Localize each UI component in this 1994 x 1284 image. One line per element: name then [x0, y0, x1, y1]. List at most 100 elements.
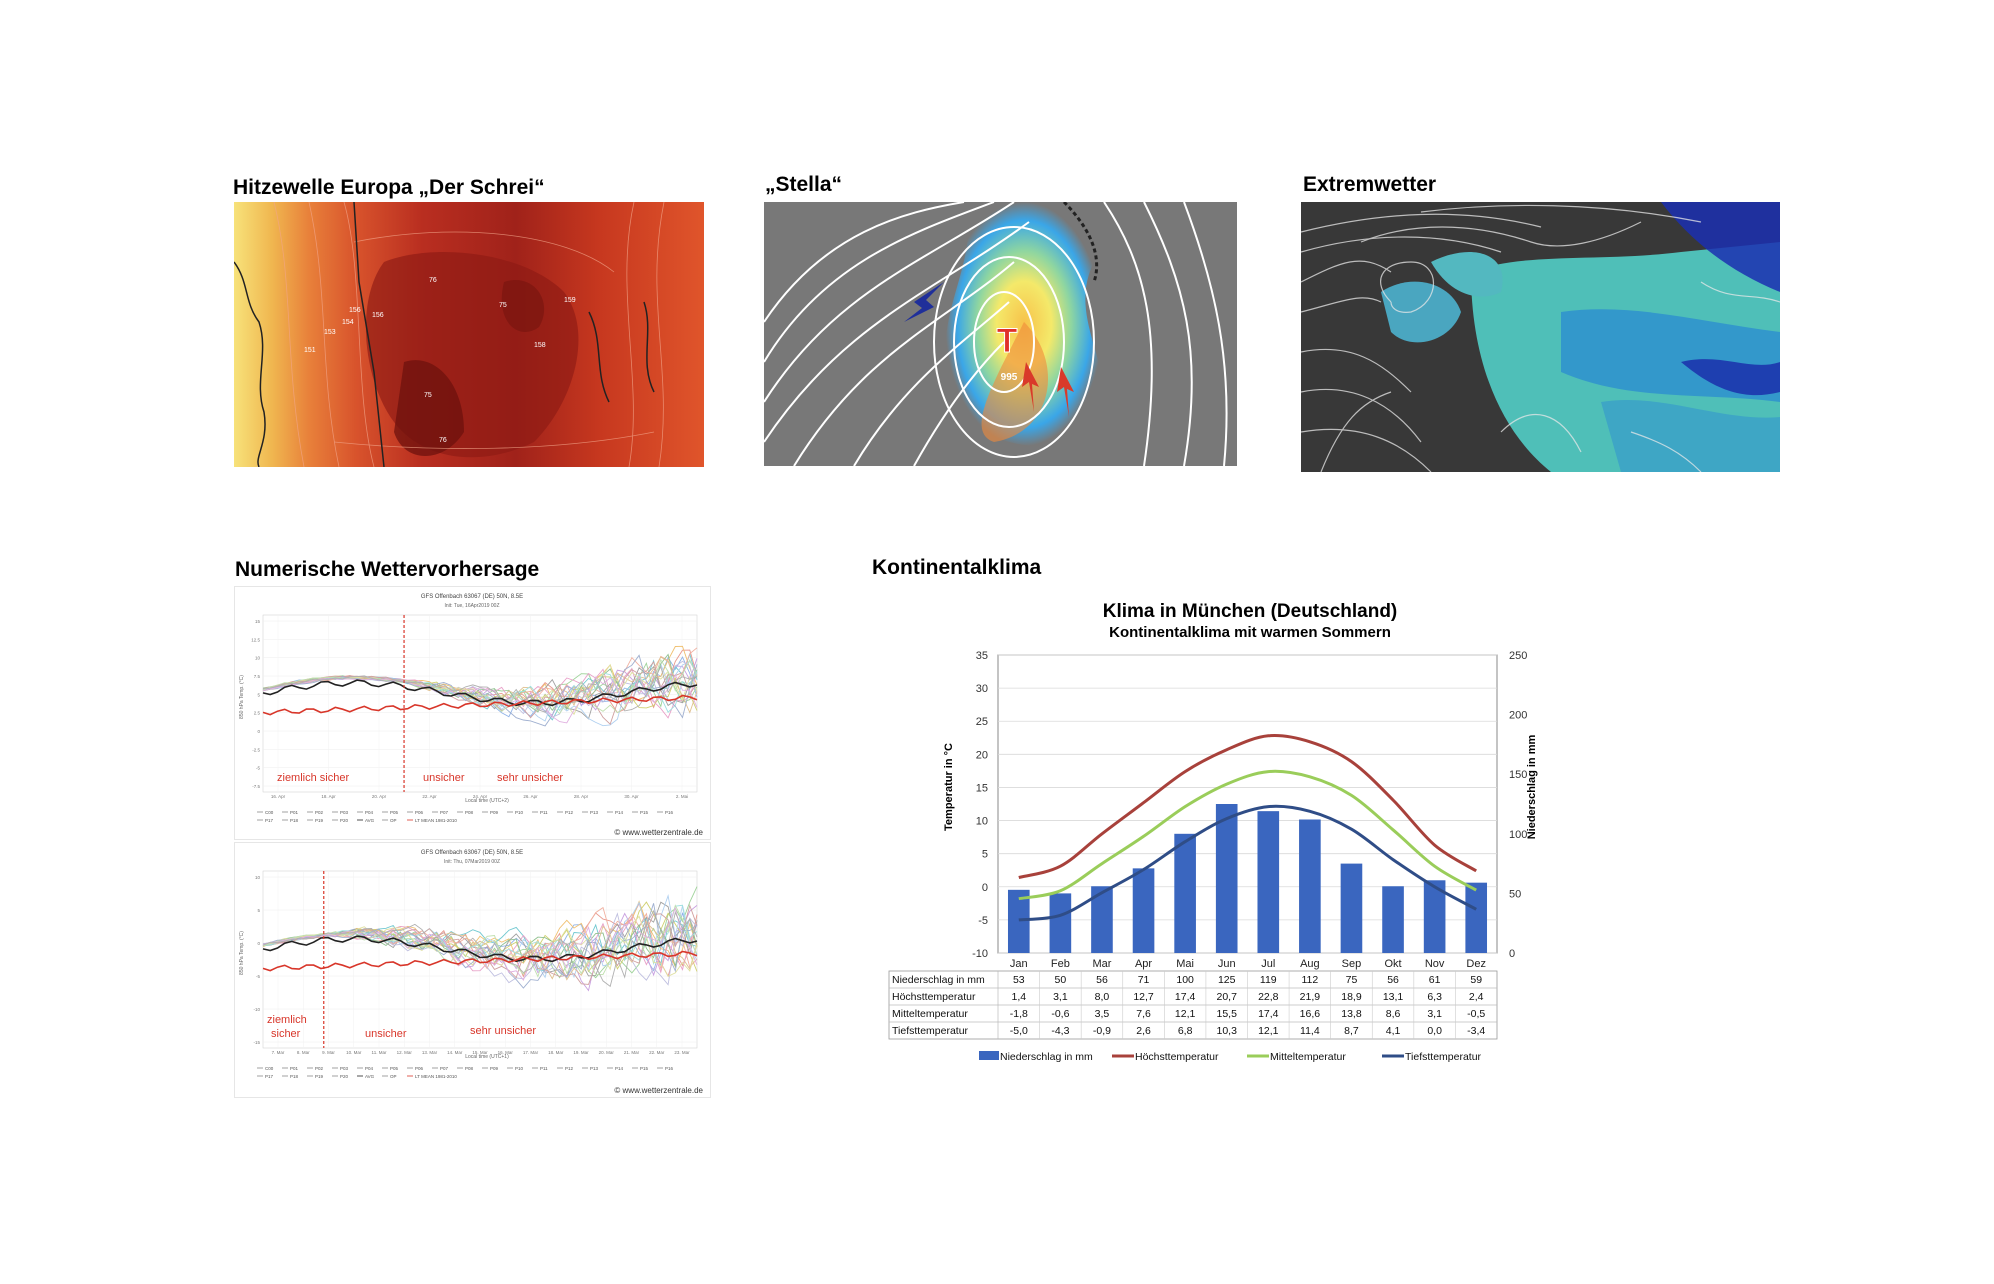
ensemble-legend-item: P06	[415, 810, 424, 815]
ensemble-legend-item: P03	[340, 1066, 349, 1071]
source-credit: © www.wetterzentrale.de	[614, 828, 703, 837]
ensemble-legend-item: P10	[515, 1066, 524, 1071]
table-cell: -0,9	[1093, 1025, 1111, 1037]
ensemble-legend-item: P09	[490, 810, 499, 815]
ensemble-ytick: 5	[257, 692, 260, 697]
legend-label: Mitteltemperatur	[1270, 1051, 1346, 1063]
table-cell: 15,5	[1216, 1008, 1237, 1020]
ensemble-legend-item: AVG	[365, 1074, 375, 1079]
phase-label: ziemlich sicher	[277, 772, 349, 784]
precip-bar	[1215, 804, 1238, 953]
table-cell: 2,6	[1136, 1025, 1151, 1037]
y2-tick-label: 150	[1509, 769, 1527, 781]
ensemble-legend-item: P11	[540, 810, 548, 815]
ensemble-legend-item: P03	[340, 810, 349, 815]
table-cell: 75	[1346, 974, 1358, 986]
ensemble-legend-item: P01	[290, 810, 299, 815]
map-label: 76	[439, 437, 447, 444]
y2-tick-label: 50	[1509, 888, 1521, 900]
ensemble-ytick: 0	[257, 729, 260, 734]
ensemble-legend-item: P11	[540, 1066, 548, 1071]
table-cell: 12,1	[1258, 1025, 1279, 1037]
ensemble-legend-item: P12	[565, 1066, 574, 1071]
ensemble-xtick: 14. Mar	[447, 1050, 463, 1055]
ensemble-xtick: 11. Mar	[372, 1050, 387, 1055]
table-cell: 1,4	[1011, 991, 1026, 1003]
ensemble-ytick: 2.5	[254, 711, 261, 716]
klima-title: Kontinentalklima	[872, 556, 1042, 579]
stella-map: T 995	[764, 202, 1237, 466]
table-cell: 17,4	[1258, 1008, 1279, 1020]
ensemble-legend-item: P16	[665, 810, 674, 815]
ensemble-xtick: 24. Apr	[473, 794, 488, 799]
table-cell: 3,1	[1053, 991, 1068, 1003]
ensemble-member-line	[262, 916, 698, 974]
x-tick-label: Jul	[1261, 958, 1275, 970]
table-cell: 8,7	[1344, 1025, 1359, 1037]
table-cell: 7,6	[1136, 1008, 1151, 1020]
ensemble-legend-item: P14	[615, 1066, 624, 1071]
precip-bar	[1423, 880, 1446, 953]
ensemble-member-line	[262, 658, 698, 715]
ensemble-legend-item: P07	[440, 810, 449, 815]
table-cell: 61	[1429, 974, 1441, 986]
ensemble-member-line	[262, 906, 698, 982]
ensemble-subheader: Init: Thu, 07Mar2019 00Z	[444, 859, 500, 865]
ensemble-member-line	[262, 909, 698, 988]
ensemble-xtick: 28. Apr	[574, 794, 589, 799]
ensemble-xtick: 19. Mar	[573, 1050, 589, 1055]
table-cell: 11,4	[1300, 1025, 1320, 1037]
y-tick-label: 15	[976, 782, 988, 794]
ensemble-legend-item: C00	[265, 1066, 274, 1071]
temperature-line-höchsttemperatur	[1018, 734, 1477, 879]
ensemble-legend-item: P08	[465, 810, 474, 815]
x-tick-label: Sep	[1342, 958, 1362, 970]
ensemble-xtick: 12. Mar	[397, 1050, 413, 1055]
ensemble-ytick: 10	[255, 656, 261, 661]
ensemble-legend-item: LT MEAN 1981-2010	[415, 1074, 457, 1079]
table-cell: 21,9	[1300, 991, 1321, 1003]
ensemble-subheader: Init: Tue, 16Apr2019 00Z	[444, 603, 499, 609]
ensemble-legend-item: C00	[265, 810, 274, 815]
y2-tick-label: 0	[1509, 948, 1515, 960]
phase-label: ziemlich	[267, 1014, 307, 1026]
ensemble-legend-item: P07	[440, 1066, 449, 1071]
y-tick-label: 5	[982, 849, 988, 861]
legend-swatch	[979, 1051, 999, 1060]
ensemble-xlabel: Local time (UTC+2)	[465, 798, 509, 804]
ensemble-legend-item: OP	[390, 818, 397, 823]
y-tick-label: 30	[976, 683, 988, 695]
table-cell: 0,0	[1427, 1025, 1442, 1037]
table-cell: 12,7	[1133, 991, 1154, 1003]
table-cell: 119	[1260, 974, 1277, 986]
table-cell: 3,1	[1427, 1008, 1442, 1020]
precip-bar	[1340, 863, 1363, 953]
y-tick-label: -5	[978, 915, 988, 927]
legend-label: Niederschlag in mm	[1000, 1051, 1093, 1063]
ensemble-legend-item: P09	[490, 1066, 499, 1071]
plot-area	[997, 654, 1498, 954]
ensemble-xtick: 9. Mar	[322, 1050, 335, 1055]
table-cell: 8,6	[1386, 1008, 1401, 1020]
ensemble-legend-item: LT MEAN 1981-2010	[415, 818, 457, 823]
ensemble-legend-item: OP	[390, 1074, 397, 1079]
ensemble-avg-line	[262, 935, 698, 963]
ensemble-ytick: 10	[255, 875, 261, 880]
table-cell: -1,8	[1010, 1008, 1028, 1020]
phase-label: unsicher	[423, 772, 465, 784]
ensemble-xtick: 2. Mai	[676, 794, 688, 799]
ensemble-xtick: 7. Mar	[272, 1050, 285, 1055]
table-cell: 4,1	[1386, 1025, 1401, 1037]
table-cell: 112	[1302, 974, 1319, 986]
table-cell: 16,6	[1300, 1008, 1321, 1020]
y-tick-label: 0	[982, 882, 988, 894]
x-tick-label: Apr	[1135, 958, 1152, 970]
table-cell: 2,4	[1469, 991, 1484, 1003]
map-label: 151	[304, 347, 316, 354]
ensemble-legend-item: P01	[290, 1066, 299, 1071]
table-cell: 12,1	[1175, 1008, 1196, 1020]
ensemble-legend-item: P05	[390, 810, 399, 815]
x-tick-label: Nov	[1425, 958, 1445, 970]
map-label: 158	[534, 342, 546, 349]
precip-bar	[1299, 819, 1321, 953]
